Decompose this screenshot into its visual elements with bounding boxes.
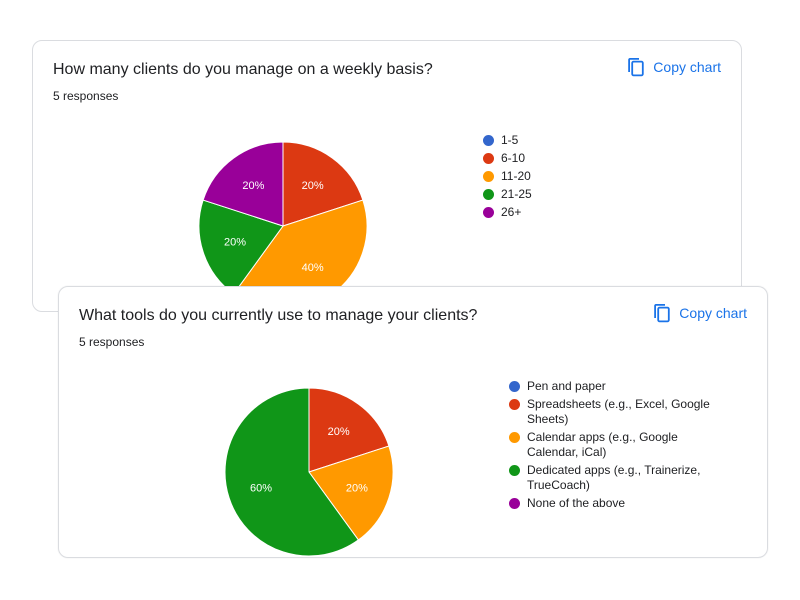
chart-card-clients: How many clients do you manage on a week… — [32, 40, 742, 312]
legend-label: None of the above — [527, 496, 626, 510]
legend: 1-5 6-10 11-20 21-25 26+ — [483, 133, 532, 223]
slice-percent-label: 20% — [328, 426, 350, 438]
copy-icon — [627, 57, 645, 77]
copy-icon — [653, 303, 671, 323]
legend-item[interactable]: 1-5 — [483, 133, 532, 148]
copy-chart-button[interactable]: Copy chart — [653, 303, 747, 323]
legend-item[interactable]: 11-20 — [483, 169, 532, 184]
legend-label: 21-25 — [501, 187, 532, 201]
slice-percent-label: 20% — [242, 180, 264, 192]
copy-chart-label: Copy chart — [653, 59, 721, 75]
slice-percent-label: 60% — [250, 483, 272, 495]
legend-item[interactable]: Dedicated apps (e.g., Trainerize, TrueCo… — [509, 463, 729, 493]
legend-item[interactable]: 21-25 — [483, 187, 532, 202]
legend-label: 26+ — [501, 205, 522, 219]
copy-chart-button[interactable]: Copy chart — [627, 57, 721, 77]
pie-slice[interactable] — [224, 387, 360, 557]
legend-swatch — [509, 399, 520, 410]
card-title: How many clients do you manage on a week… — [53, 61, 433, 78]
slice-percent-label: 20% — [224, 237, 246, 249]
legend-item[interactable]: Pen and paper — [509, 379, 729, 394]
pie-chart-tools: 20% 20% 60% — [224, 387, 394, 557]
response-count: 5 responses — [53, 89, 119, 103]
legend-swatch — [483, 171, 494, 182]
legend-swatch — [483, 207, 494, 218]
legend-label: Dedicated apps (e.g., Trainerize, TrueCo… — [527, 463, 701, 492]
legend-swatch — [509, 432, 520, 443]
pie-slice[interactable] — [308, 387, 390, 473]
legend-label: Spreadsheets (e.g., Excel, Google Sheets… — [527, 397, 710, 426]
legend-swatch — [509, 498, 520, 509]
legend: Pen and paper Spreadsheets (e.g., Excel, … — [509, 379, 729, 514]
legend-swatch — [509, 465, 520, 476]
pie-slice[interactable] — [282, 141, 364, 227]
legend-item[interactable]: 26+ — [483, 205, 532, 220]
legend-item[interactable]: 6-10 — [483, 151, 532, 166]
legend-item[interactable]: None of the above — [509, 496, 729, 511]
legend-swatch — [509, 381, 520, 392]
copy-chart-label: Copy chart — [679, 305, 747, 321]
pie-slice[interactable] — [202, 141, 284, 227]
slice-percent-label: 40% — [302, 262, 324, 274]
legend-label: Calendar apps (e.g., Google Calendar, iC… — [527, 430, 678, 459]
pie-slice[interactable] — [308, 445, 394, 541]
chart-card-tools: What tools do you currently use to manag… — [58, 286, 768, 558]
response-count: 5 responses — [79, 335, 145, 349]
legend-swatch — [483, 189, 494, 200]
pie-chart-clients: 20% 40% 20% 20% — [198, 141, 368, 311]
legend-item[interactable]: Calendar apps (e.g., Google Calendar, iC… — [509, 430, 729, 460]
slice-percent-label: 20% — [346, 483, 368, 495]
card-title: What tools do you currently use to manag… — [79, 307, 478, 324]
legend-label: 11-20 — [501, 169, 531, 183]
legend-item[interactable]: Spreadsheets (e.g., Excel, Google Sheets… — [509, 397, 729, 427]
legend-swatch — [483, 153, 494, 164]
legend-swatch — [483, 135, 494, 146]
legend-label: 1-5 — [501, 133, 519, 147]
slice-percent-label: 20% — [302, 180, 324, 192]
legend-label: Pen and paper — [527, 379, 606, 393]
legend-label: 6-10 — [501, 151, 526, 165]
